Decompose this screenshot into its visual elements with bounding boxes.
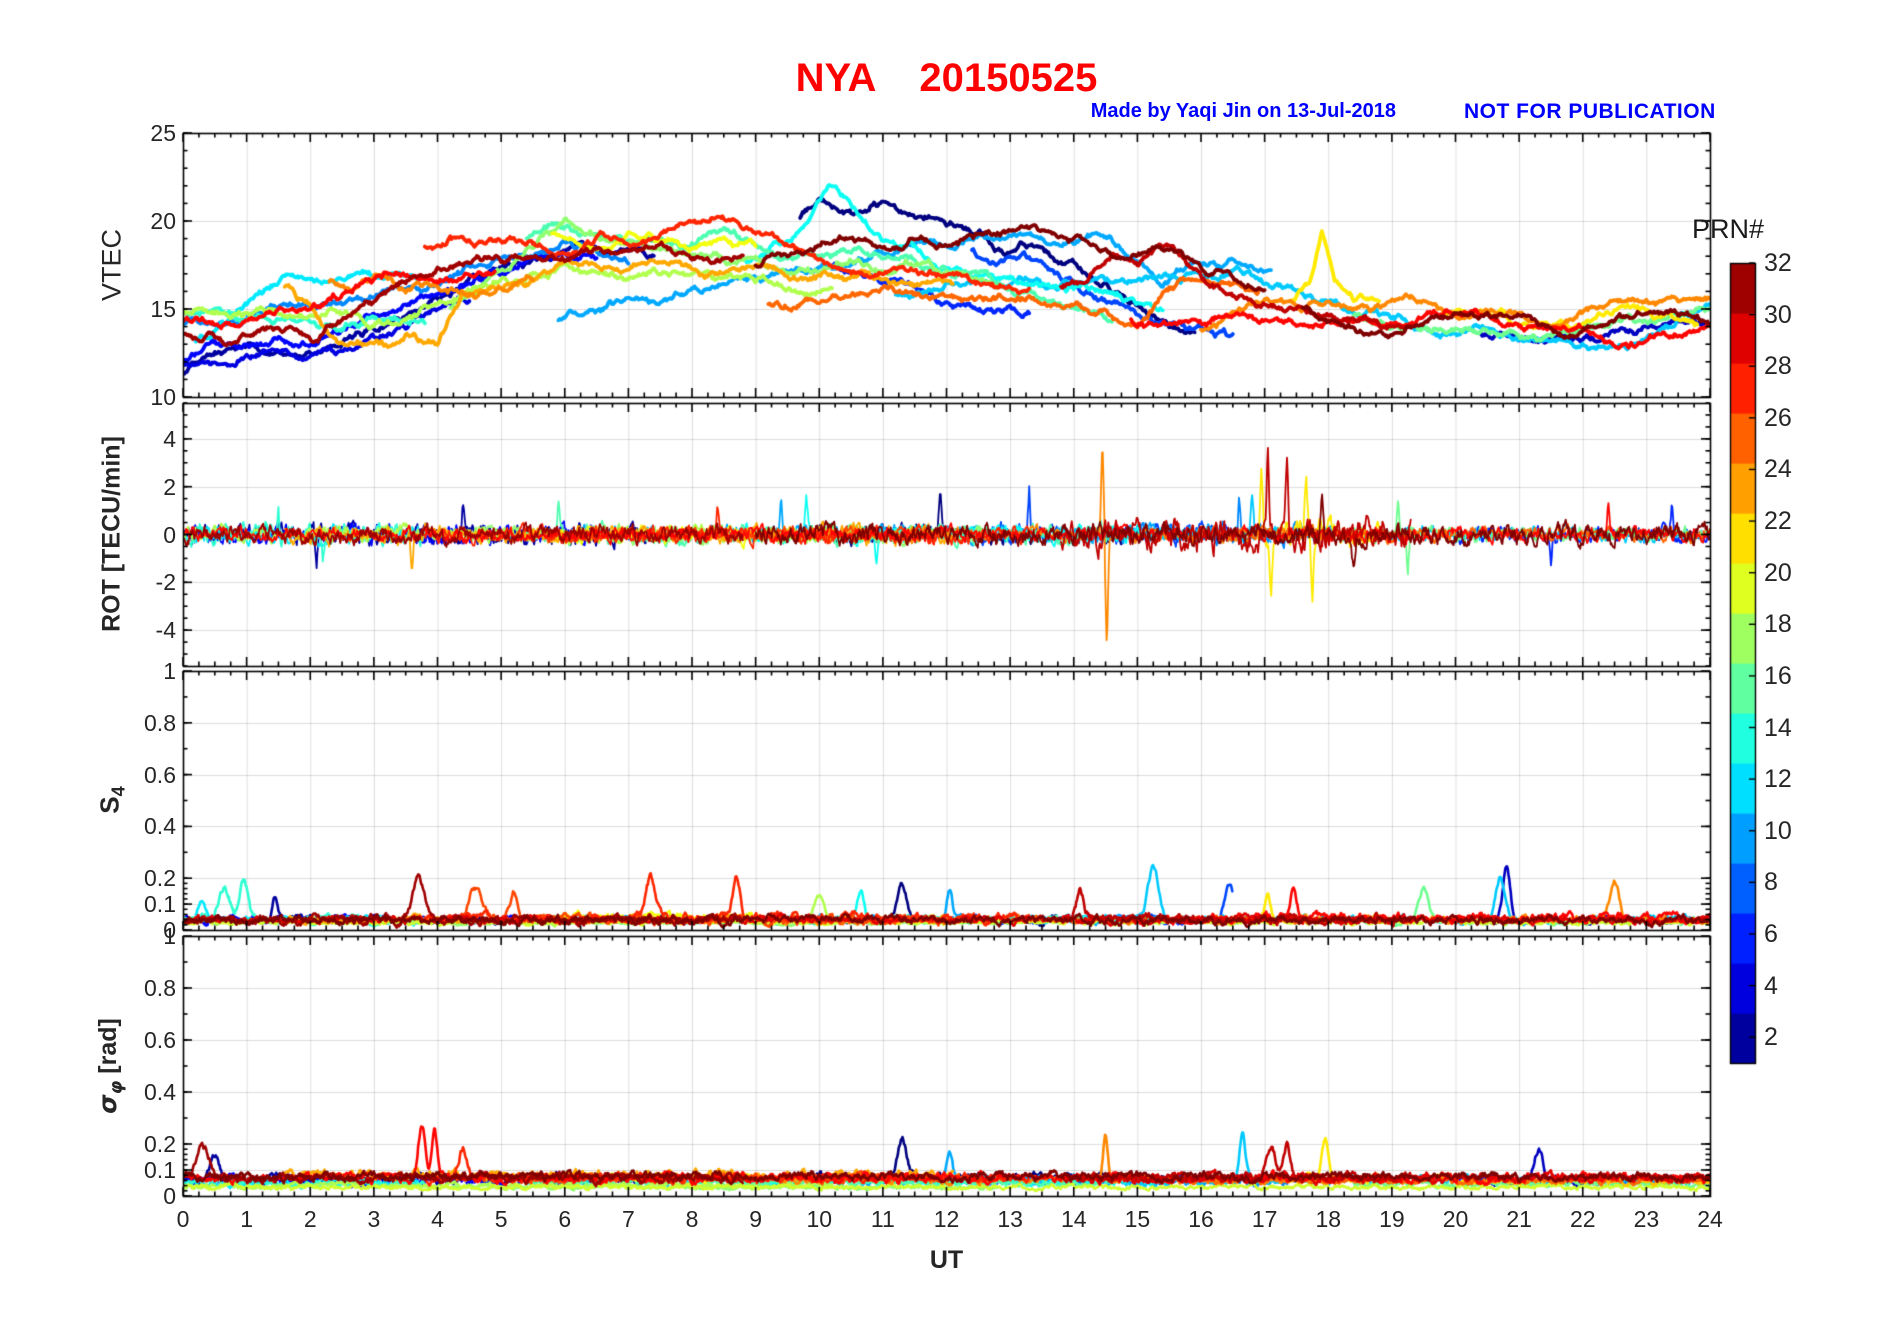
x-tick-label: 20 — [1442, 1206, 1469, 1232]
colorbar-tick-label: 6 — [1764, 919, 1778, 948]
y-tick-label: -2 — [155, 569, 176, 596]
x-tick-label: 18 — [1315, 1206, 1342, 1232]
x-tick-label: 24 — [1697, 1206, 1723, 1232]
y-axis-label-s4: S4 — [94, 786, 129, 814]
y-tick-label: 0.1 — [144, 1157, 176, 1183]
warning-text: NOT FOR PUBLICATION — [1464, 100, 1716, 123]
colorbar-tick-label: 10 — [1764, 816, 1792, 845]
colorbar-tick-label: 32 — [1764, 249, 1792, 277]
y-tick-label: -4 — [155, 617, 176, 644]
x-tick-label: 1 — [240, 1206, 254, 1232]
y-tick-label: 4 — [163, 425, 176, 452]
x-tick-label: 4 — [431, 1206, 444, 1232]
x-tick-label: 5 — [494, 1206, 508, 1232]
colorbar-tick-label: 8 — [1764, 868, 1778, 897]
colorbar-tick-label: 14 — [1764, 713, 1792, 742]
page-title: NYA 20150525 — [795, 56, 1098, 100]
x-tick-label: 23 — [1633, 1206, 1660, 1232]
colorbar-tick-label: 24 — [1764, 455, 1792, 484]
colorbar-tick-label: 18 — [1764, 610, 1792, 639]
colorbar-tick-label: 30 — [1764, 300, 1792, 329]
x-tick-label: 19 — [1379, 1206, 1405, 1232]
colorbar-tick-label: 12 — [1764, 765, 1792, 794]
colorbar-tick-label: 22 — [1764, 507, 1792, 536]
colorbar-tick-label: 16 — [1764, 661, 1792, 690]
y-tick-label: 0.1 — [144, 891, 176, 918]
y-tick-label: 0.2 — [144, 1131, 176, 1157]
y-tick-label: 1 — [163, 923, 176, 949]
colorbar-tick-label: 4 — [1764, 971, 1778, 1000]
x-axis-label: UT — [929, 1246, 964, 1274]
x-tick-label: 7 — [621, 1206, 635, 1232]
x-tick-label: 10 — [806, 1206, 833, 1232]
colorbar-tick-label: 26 — [1764, 403, 1792, 432]
x-tick-label: 17 — [1251, 1206, 1278, 1232]
y-tick-label: 0.6 — [144, 761, 176, 788]
colorbar-tick-label: 20 — [1764, 558, 1792, 587]
colorbar-tick-label: 28 — [1764, 352, 1792, 381]
y-tick-label: 15 — [150, 296, 176, 322]
x-tick-label: 2 — [303, 1206, 317, 1232]
credit-text: Made by Yaqi Jin on 13-Jul-2018 — [1090, 100, 1396, 122]
y-tick-label: 1 — [163, 658, 176, 684]
x-tick-label: 14 — [1060, 1206, 1087, 1232]
y-tick-label: 0.4 — [144, 1079, 176, 1105]
x-tick-label: 0 — [176, 1206, 190, 1232]
y-tick-label: 25 — [150, 120, 176, 146]
y-tick-label: 0.8 — [144, 709, 176, 736]
y-tick-label: 10 — [150, 384, 176, 410]
y-tick-label: 20 — [150, 208, 176, 234]
x-tick-label: 12 — [933, 1206, 960, 1232]
x-tick-label: 11 — [870, 1206, 895, 1232]
y-tick-label: 2 — [163, 473, 176, 500]
x-tick-label: 3 — [367, 1206, 381, 1232]
y-tick-label: 0.2 — [144, 865, 176, 892]
colorbar-title: PRN# — [1692, 214, 1765, 244]
x-tick-label: 13 — [997, 1206, 1023, 1232]
x-tick-label: 9 — [749, 1206, 763, 1232]
x-tick-label: 21 — [1506, 1206, 1532, 1232]
y-tick-label: 0.6 — [144, 1027, 176, 1053]
y-tick-label: 0.8 — [144, 975, 176, 1001]
y-axis-label-vtec: VTEC — [96, 228, 127, 302]
y-tick-label: 0 — [163, 1183, 176, 1209]
x-tick-label: 6 — [558, 1206, 572, 1232]
x-tick-label: 16 — [1188, 1206, 1214, 1232]
y-tick-label: 0.4 — [144, 813, 176, 840]
y-tick-label: 0 — [163, 521, 176, 548]
x-tick-label: 15 — [1124, 1206, 1151, 1232]
y-tick-label: 0 — [163, 917, 176, 943]
x-tick-label: 8 — [685, 1206, 699, 1232]
colorbar-tick-label: 2 — [1764, 1023, 1778, 1052]
x-tick-label: 22 — [1569, 1206, 1596, 1232]
